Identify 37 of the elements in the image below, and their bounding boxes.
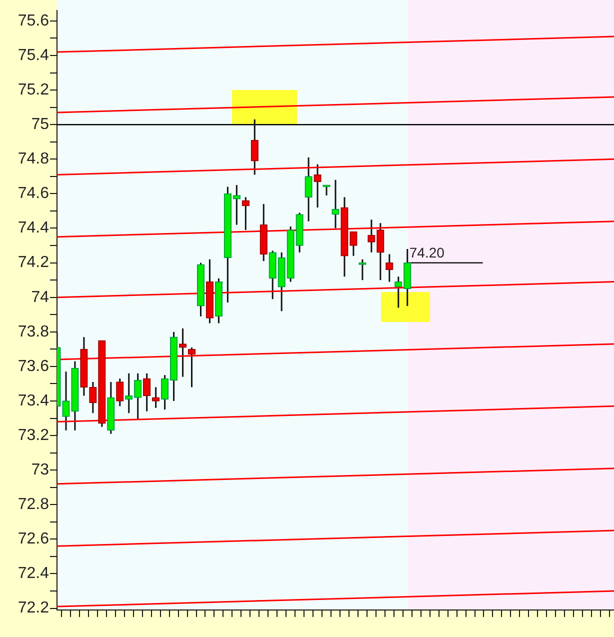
y-tick-label: 72.6 — [18, 530, 50, 548]
y-tick-label: 72.8 — [18, 496, 50, 514]
y-tick-label: 75 — [31, 116, 50, 134]
candlestick — [152, 386, 160, 409]
y-tick-label: 74 — [31, 288, 50, 306]
y-tick-label: 74.2 — [18, 254, 50, 272]
y-tick-label: 73.6 — [18, 358, 50, 375]
candlestick — [368, 218, 376, 254]
y-tick-label: 73.8 — [18, 323, 50, 340]
candlestick — [62, 370, 70, 432]
candlestick — [178, 328, 187, 378]
y-tick-label: 73 — [31, 461, 50, 478]
candlestick — [322, 184, 330, 196]
y-tick-label: 74.8 — [18, 150, 50, 168]
ref-line-label: 74.20 — [409, 244, 445, 261]
candlestick — [250, 118, 258, 176]
candlestick — [89, 381, 97, 414]
y-tick-label: 73.2 — [18, 426, 50, 444]
candlestick — [304, 156, 312, 222]
y-tick-label: 72.2 — [18, 600, 50, 617]
y-tick-label: 75.4 — [18, 46, 50, 64]
candlestick — [125, 372, 133, 414]
candlestick — [332, 179, 340, 229]
y-tick-label: 75.2 — [18, 81, 50, 98]
y-tick-label: 74.6 — [18, 185, 50, 202]
candlestick — [386, 253, 394, 283]
candlestick — [394, 276, 402, 308]
candlestick — [143, 372, 151, 412]
candlestick — [376, 222, 384, 281]
y-tick-label: 72.4 — [18, 565, 50, 582]
y-tick-label: 73.4 — [18, 392, 50, 410]
y-tick-label: 74.4 — [18, 220, 50, 237]
candlestick — [134, 372, 142, 421]
y-tick-label: 75.6 — [18, 12, 50, 30]
candlestick — [350, 230, 358, 257]
candlestick — [314, 164, 322, 208]
candlestick — [116, 378, 124, 407]
